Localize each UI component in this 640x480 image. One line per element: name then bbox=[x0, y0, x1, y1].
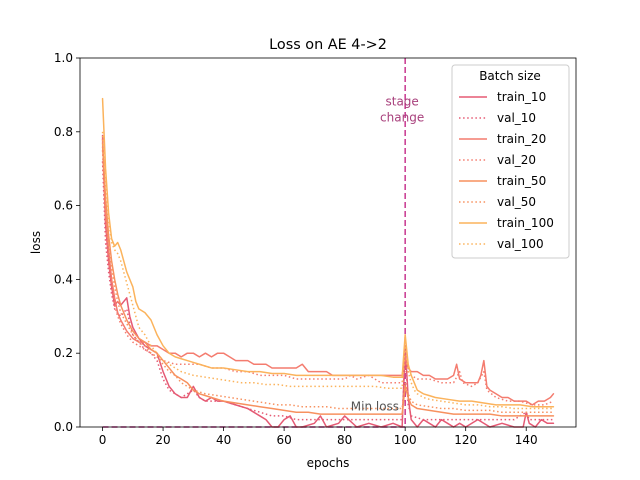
x-tick-label: 60 bbox=[276, 433, 291, 447]
series-line-val-50 bbox=[101, 146, 554, 413]
y-axis-ticks: 0.0 0.2 0.4 0.6 0.8 1.0 bbox=[54, 51, 80, 434]
legend-label-val-50: val_50 bbox=[497, 195, 536, 209]
x-tick-label: 120 bbox=[454, 433, 477, 447]
legend-label-val-100: val_100 bbox=[497, 237, 544, 251]
x-tick-label: 140 bbox=[515, 433, 538, 447]
annotation-min-loss: Min loss bbox=[351, 399, 399, 413]
series-line-train-50 bbox=[101, 142, 555, 417]
x-tick-label: 0 bbox=[99, 433, 107, 447]
series-lines bbox=[101, 97, 555, 428]
legend-box bbox=[451, 64, 570, 259]
y-tick-label: 0.4 bbox=[54, 272, 73, 286]
annotation-stage: stage change bbox=[380, 94, 424, 124]
x-tick-label: 40 bbox=[216, 433, 231, 447]
x-axis-label: epochs bbox=[307, 456, 350, 470]
legend-label-train-100: train_100 bbox=[497, 216, 554, 230]
legend-label-train-20: train_20 bbox=[497, 132, 546, 146]
x-tick-label: 80 bbox=[337, 433, 352, 447]
x-tick-label: 100 bbox=[394, 433, 417, 447]
legend: Batch size train_10val_10train_20val_20t… bbox=[451, 64, 570, 259]
y-tick-label: 0.8 bbox=[54, 125, 73, 139]
y-tick-label: 0.0 bbox=[54, 420, 73, 434]
y-tick-label: 0.2 bbox=[54, 346, 73, 360]
legend-label-train-50: train_50 bbox=[497, 174, 546, 188]
series-line-train-100 bbox=[101, 97, 555, 408]
y-tick-label: 0.6 bbox=[54, 199, 73, 213]
series-line-val-100 bbox=[101, 131, 554, 410]
annotations: stage change Min loss bbox=[351, 94, 424, 413]
y-tick-label: 1.0 bbox=[54, 51, 73, 65]
x-tick-label: 20 bbox=[155, 433, 170, 447]
plot-frame bbox=[79, 57, 577, 428]
legend-label-val-20: val_20 bbox=[497, 153, 536, 167]
legend-label-val-10: val_10 bbox=[497, 111, 536, 125]
legend-label-train-10: train_10 bbox=[497, 90, 546, 104]
chart-title: Loss on AE 4->2 bbox=[269, 37, 387, 53]
legend-title: Batch size bbox=[479, 69, 541, 83]
y-axis-label: loss bbox=[29, 231, 43, 254]
legend-items: train_10 val_10 train_20 val_20 train_50 val_… bbox=[459, 90, 554, 251]
series-line-val-20 bbox=[101, 150, 554, 406]
x-axis-ticks: 0 20 40 60 80 100 120 140 bbox=[99, 427, 538, 447]
